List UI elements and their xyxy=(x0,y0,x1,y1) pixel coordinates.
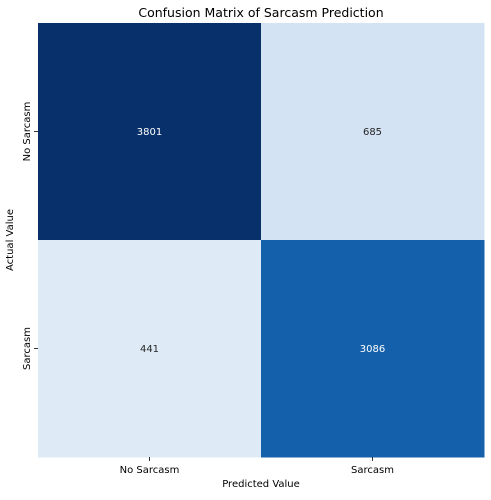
heatmap-cell-no-sarcasm-no-sarcasm xyxy=(38,23,262,241)
x-tick-label-no-sarcasm: No Sarcasm xyxy=(120,465,180,476)
axis-ticks: No Sarcasm Sarcasm No Sarcasm Sarcasm xyxy=(22,102,394,476)
heatmap-cells xyxy=(38,23,485,458)
cell-value-no-sarcasm-sarcasm: 685 xyxy=(363,127,382,138)
y-tick-label-sarcasm: Sarcasm xyxy=(22,327,33,370)
heatmap-cell-sarcasm-sarcasm xyxy=(261,240,485,458)
heatmap-cell-sarcasm-no-sarcasm xyxy=(38,240,262,458)
x-tick-label-sarcasm: Sarcasm xyxy=(351,465,394,476)
y-axis-label: Actual Value xyxy=(5,209,16,271)
heatmap-annotations: 3801 685 441 3086 xyxy=(137,127,385,355)
cell-value-sarcasm-sarcasm: 3086 xyxy=(360,344,385,355)
heatmap-cell-no-sarcasm-sarcasm xyxy=(261,23,485,241)
chart-title: Confusion Matrix of Sarcasm Prediction xyxy=(138,5,383,20)
cell-value-sarcasm-no-sarcasm: 441 xyxy=(140,344,159,355)
x-axis-label: Predicted Value xyxy=(222,479,300,490)
cell-value-no-sarcasm-no-sarcasm: 3801 xyxy=(137,127,162,138)
y-tick-label-no-sarcasm: No Sarcasm xyxy=(22,102,33,162)
